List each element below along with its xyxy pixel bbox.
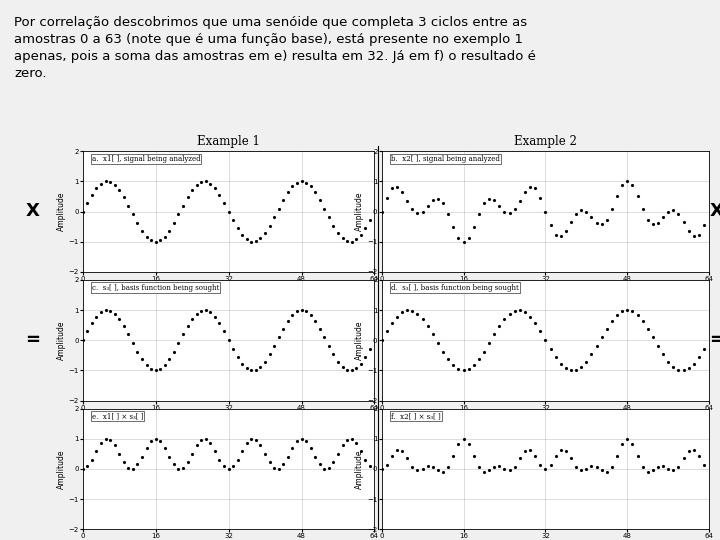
X-axis label: Sample number: Sample number: [515, 412, 576, 421]
Text: c.  s₃[ ], basis function being sought: c. s₃[ ], basis function being sought: [91, 284, 219, 292]
Text: Example 1: Example 1: [197, 136, 260, 148]
Text: a.  x1[ ], signal being analyzed: a. x1[ ], signal being analyzed: [91, 155, 200, 163]
Text: =: =: [709, 331, 720, 349]
Text: X: X: [25, 202, 40, 220]
X-axis label: Sample number: Sample number: [515, 284, 576, 292]
Text: f.  x2[ ] × s₃[ ]: f. x2[ ] × s₃[ ]: [392, 412, 441, 420]
Y-axis label: Amplitude: Amplitude: [355, 320, 364, 360]
Text: Example 2: Example 2: [514, 136, 577, 148]
Y-axis label: Amplitude: Amplitude: [56, 192, 66, 231]
Text: =: =: [25, 331, 40, 349]
X-axis label: Sample number: Sample number: [198, 412, 259, 421]
Text: Por correlação descobrimos que uma senóide que completa 3 ciclos entre as
amostr: Por correlação descobrimos que uma senói…: [14, 16, 536, 80]
Text: X: X: [709, 202, 720, 220]
Y-axis label: Amplitude: Amplitude: [355, 449, 364, 489]
Text: e.  x1[ ] × s₃[ ]: e. x1[ ] × s₃[ ]: [91, 412, 143, 420]
Text: d.  s₃[ ], basis function being sought: d. s₃[ ], basis function being sought: [392, 284, 519, 292]
X-axis label: Sample number: Sample number: [198, 284, 259, 292]
Y-axis label: Amplitude: Amplitude: [355, 192, 364, 231]
Y-axis label: Amplitude: Amplitude: [56, 449, 66, 489]
Y-axis label: Amplitude: Amplitude: [56, 320, 66, 360]
Text: b.  x2[ ], signal being analyzed: b. x2[ ], signal being analyzed: [392, 155, 500, 163]
